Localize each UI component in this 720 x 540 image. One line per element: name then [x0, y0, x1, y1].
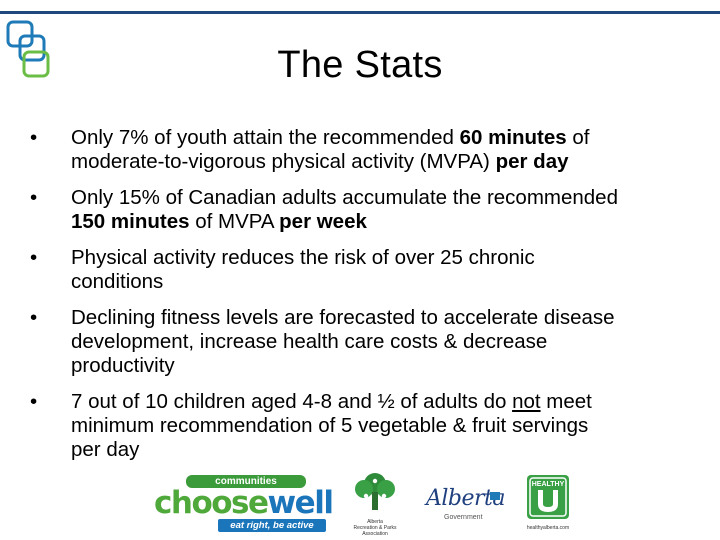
alberta-flag-icon — [490, 492, 500, 500]
bullet-line: Declining fitness levels are forecasted … — [71, 306, 710, 330]
bullet-text: not — [512, 390, 541, 413]
bullet-item: • Only 15% of Canadian adults accumulate … — [30, 186, 710, 234]
bullet-line: conditions — [71, 270, 710, 294]
bullet-text: of MVPA — [189, 210, 280, 233]
bullet-text: development, increase health care costs … — [71, 330, 548, 353]
bullet-line: minimum recommendation of 5 vegetable & … — [71, 414, 710, 438]
bullet-text: 60 minutes — [459, 126, 567, 149]
bullet-line: 150 minutes of MVPA per week — [71, 210, 710, 234]
bullet-dot: • — [30, 186, 38, 209]
bullet-text: per day — [71, 438, 140, 461]
bullet-dot: • — [30, 246, 38, 269]
bullet-line: moderate-to-vigorous physical activity (… — [71, 150, 710, 174]
bullet-dot: • — [30, 126, 38, 149]
arpa-line1: Alberta — [367, 519, 383, 525]
footer-logos: communities choosewell eat right, be act… — [0, 470, 720, 537]
choosewell-logo: communities choosewell eat right, be act… — [150, 474, 334, 532]
bullet-item: • Physical activity reduces the risk of o… — [30, 246, 710, 294]
bullet-line: productivity — [71, 354, 710, 378]
arpa-logo: Alberta Recreation & Parks Association — [346, 472, 404, 537]
bullet-dot: • — [30, 306, 38, 329]
healthy-u-logo: HEALTHY healthyalberta.com — [526, 474, 570, 531]
arpa-line3: Association — [362, 531, 388, 537]
bullet-line: per day — [71, 438, 710, 462]
healthy-u-icon: HEALTHY — [527, 475, 569, 519]
bullet-dot: • — [30, 390, 38, 413]
bullet-text: minimum recommendation of 5 vegetable & … — [71, 414, 589, 437]
bullet-text: 150 minutes — [71, 210, 190, 233]
bullet-item: • 7 out of 10 children aged 4-8 and ½ of … — [30, 390, 710, 462]
bullet-line: Only 15% of Canadian adults accumulate t… — [71, 186, 710, 210]
healthy-url: healthyalberta.com — [526, 525, 570, 531]
bullet-line: 7 out of 10 children aged 4-8 and ½ of a… — [71, 390, 710, 414]
choosewell-word-b: well — [267, 485, 334, 521]
bullet-text: meet — [540, 390, 592, 413]
bullet-text: 7 out of 10 children aged 4-8 and ½ of a… — [71, 390, 513, 413]
bullet-text: Declining fitness levels are forecasted … — [71, 306, 615, 329]
bullet-item: • Declining fitness levels are forecasted… — [30, 306, 710, 378]
choosewell-wordmark: choosewell — [154, 485, 334, 521]
bullet-line: development, increase health care costs … — [71, 330, 710, 354]
top-accent-line — [0, 11, 720, 14]
alberta-government-label: Government — [444, 514, 483, 521]
bullet-text: of — [566, 126, 590, 149]
corner-squares-icon — [6, 20, 50, 78]
alberta-logo: Alberta Government — [426, 478, 506, 528]
bullet-text: productivity — [71, 354, 175, 377]
arpa-line2: Recreation & Parks — [353, 525, 397, 531]
bullet-text: conditions — [71, 270, 164, 293]
healthy-label: HEALTHY — [532, 481, 565, 488]
slide-title: The Stats — [277, 44, 443, 86]
bullet-text: per week — [279, 210, 367, 233]
bullet-line: Physical activity reduces the risk of ov… — [71, 246, 710, 270]
bullet-line: Only 7% of youth attain the recommended … — [71, 126, 710, 150]
bullet-item: • Only 7% of youth attain the recommended… — [30, 126, 710, 174]
bullet-text: moderate-to-vigorous physical activity (… — [71, 150, 496, 173]
choosewell-tagline: eat right, be active — [218, 519, 326, 532]
bullet-text: Only 7% of youth attain the recommended — [71, 126, 460, 149]
bullet-list: • Only 7% of youth attain the recommended… — [30, 126, 710, 474]
bullet-text: Physical activity reduces the risk of ov… — [71, 246, 535, 269]
choosewell-top-label: communities — [186, 475, 306, 488]
bullet-text: Only 15% of Canadian adults accumulate t… — [71, 186, 618, 209]
choosewell-word-a: choose — [154, 485, 269, 521]
tree-people-icon — [355, 473, 395, 510]
bullet-text: per day — [495, 150, 569, 173]
